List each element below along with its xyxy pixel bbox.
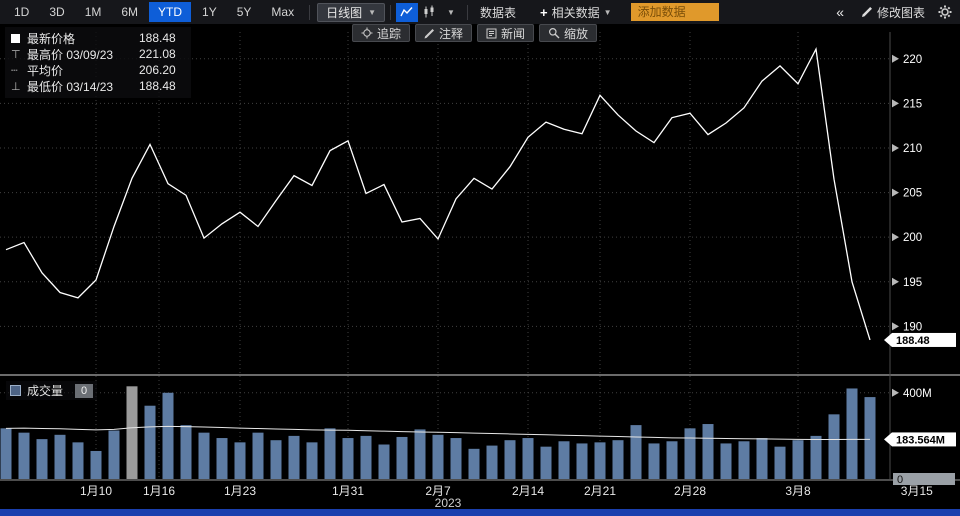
gear-icon (938, 5, 952, 19)
legend-value: 206.20 (139, 63, 176, 77)
legend-value: 188.48 (139, 79, 176, 93)
chart-area: 190 195 200 205 210 215 220 400M 0 188.48 183.564M… (0, 24, 960, 508)
svg-text:2月7: 2月7 (425, 484, 451, 498)
legend-value: 188.48 (139, 31, 176, 45)
crosshair-icon (361, 27, 373, 39)
chart-style-label: 日线图 (326, 5, 363, 20)
chevron-down-icon: ▼ (603, 7, 612, 17)
range-button-1y[interactable]: 1Y (193, 2, 226, 22)
legend-row-high[interactable]: ⊤ 最高价 03/09/23 221.08 (11, 46, 185, 62)
bottom-status-strip (0, 509, 960, 516)
legend-label: 最高价 03/09/23 (27, 47, 114, 62)
related-data-dropdown[interactable]: + 相关数据 ▼ (533, 2, 619, 22)
range-button-5y[interactable]: 5Y (228, 2, 261, 22)
candlestick-icon (424, 5, 434, 18)
news-icon (486, 28, 497, 38)
track-button[interactable]: 追踪 (352, 24, 411, 42)
svg-text:400M: 400M (903, 388, 932, 400)
svg-text:183.564M: 183.564M (896, 434, 945, 446)
news-label: 新闻 (501, 26, 526, 41)
svg-text:3月8: 3月8 (785, 484, 811, 498)
svg-text:210: 210 (903, 143, 922, 155)
average-marker-icon: ┄ (11, 64, 18, 77)
chart-toolbar: 1D 3D 1M 6M YTD 1Y 5Y Max 日线图 ▼ (0, 0, 960, 24)
series-swatch-icon (11, 33, 27, 43)
svg-text:205: 205 (903, 188, 922, 200)
data-table-label: 数据表 (480, 5, 517, 20)
svg-text:0: 0 (897, 474, 903, 486)
chart-type-dropdown[interactable]: ▼ (440, 3, 462, 22)
data-table-button[interactable]: 数据表 (473, 2, 523, 22)
svg-text:2月14: 2月14 (512, 484, 544, 498)
svg-text:2月21: 2月21 (584, 484, 616, 498)
legend-row-last-price[interactable]: 最新价格 188.48 (11, 30, 185, 46)
range-button-ytd[interactable]: YTD (149, 2, 192, 22)
range-button-1m[interactable]: 1M (76, 2, 111, 22)
range-button-max[interactable]: Max (262, 2, 303, 22)
volume-legend[interactable]: 成交量 0 (6, 381, 98, 400)
svg-text:2023: 2023 (435, 496, 462, 508)
zoom-label: 缩放 (564, 26, 589, 41)
high-marker-icon: ⊤ (11, 48, 21, 61)
settings-gear-button[interactable] (934, 3, 956, 22)
low-marker-icon: ⊥ (11, 80, 21, 93)
volume-legend-label: 成交量 (27, 384, 64, 398)
range-button-6m[interactable]: 6M (112, 2, 147, 22)
svg-text:188.48: 188.48 (896, 335, 930, 347)
range-button-1d[interactable]: 1D (5, 2, 38, 22)
add-data-input[interactable] (630, 3, 719, 21)
related-data-label: 相关数据 (551, 5, 600, 20)
magnifier-icon (549, 28, 560, 39)
line-chart-type-button[interactable] (396, 2, 419, 22)
legend-value: 221.08 (139, 47, 176, 61)
chart-overlay-tools: 追踪 注释 新闻 (352, 24, 598, 42)
modify-chart-label: 修改图表 (876, 5, 925, 20)
line-chart-icon (400, 7, 413, 17)
svg-text:200: 200 (903, 232, 922, 244)
plus-icon: + (540, 4, 548, 20)
collapse-panel-button[interactable]: « (828, 4, 852, 20)
svg-text:1月10: 1月10 (80, 484, 112, 498)
svg-text:1月16: 1月16 (143, 484, 175, 498)
price-legend: 最新价格 188.48 ⊤ 最高价 03/09/23 221.08 ┄ 平均价 … (5, 27, 191, 98)
price-volume-chart[interactable]: 190 195 200 205 210 215 220 400M 0 188.48 183.564M… (0, 24, 960, 508)
volume-series-icon (10, 385, 21, 396)
legend-row-average[interactable]: ┄ 平均价 206.20 (11, 62, 185, 78)
toolbar-divider (309, 4, 311, 20)
svg-text:195: 195 (903, 277, 922, 289)
chevron-down-icon: ▼ (447, 7, 455, 17)
toolbar-divider (390, 4, 392, 20)
zoom-button[interactable]: 缩放 (539, 24, 598, 42)
modify-chart-button[interactable]: 修改图表 (854, 2, 932, 22)
toolbar-right-group: « 修改图表 (828, 2, 956, 22)
svg-text:1月23: 1月23 (224, 484, 256, 498)
annotate-label: 注释 (439, 26, 464, 41)
svg-text:220: 220 (903, 54, 922, 66)
legend-row-low[interactable]: ⊥ 最低价 03/14/23 188.48 (11, 78, 185, 94)
svg-text:2月28: 2月28 (674, 484, 706, 498)
legend-label: 最新价格 (27, 31, 76, 46)
svg-text:3月15: 3月15 (901, 484, 933, 498)
track-label: 追踪 (377, 26, 402, 41)
annotate-button[interactable]: 注释 (415, 24, 473, 42)
svg-text:190: 190 (903, 321, 922, 333)
legend-label: 最低价 03/14/23 (27, 79, 114, 94)
svg-text:1月31: 1月31 (332, 484, 364, 498)
chart-style-dropdown[interactable]: 日线图 ▼ (317, 2, 386, 22)
volume-legend-value: 0 (75, 383, 94, 398)
pencil-icon (424, 28, 435, 38)
news-button[interactable]: 新闻 (477, 24, 535, 42)
range-button-3d[interactable]: 3D (40, 2, 73, 22)
toolbar-divider (467, 4, 469, 20)
chevron-down-icon: ▼ (368, 7, 377, 17)
collapse-icon: « (836, 4, 844, 20)
svg-text:215: 215 (903, 98, 922, 110)
pencil-icon (861, 7, 872, 17)
legend-label: 平均价 (27, 63, 64, 78)
candlestick-type-button[interactable] (418, 3, 440, 22)
